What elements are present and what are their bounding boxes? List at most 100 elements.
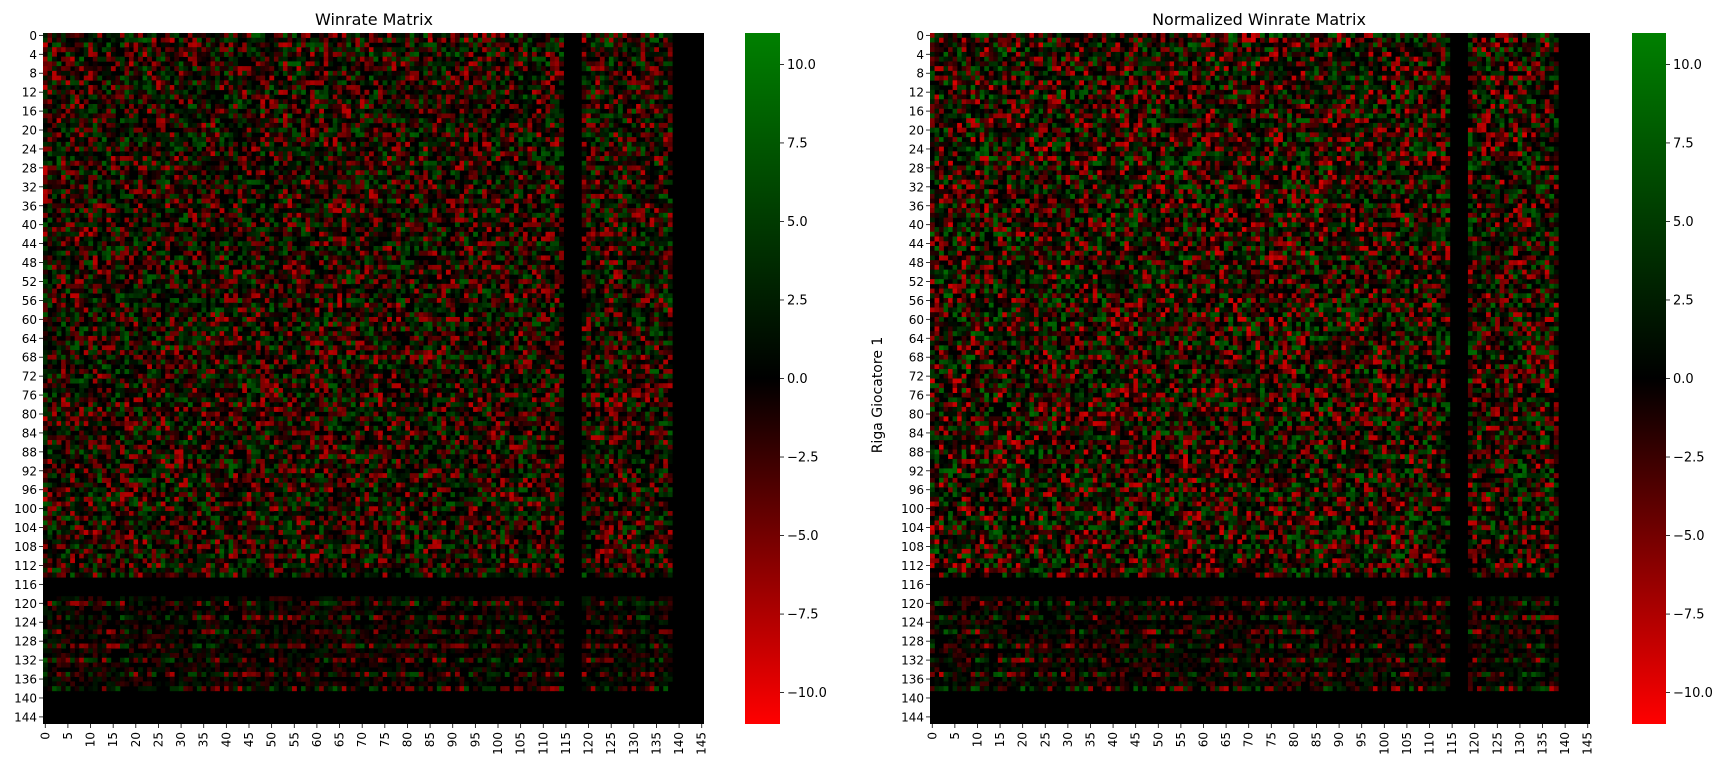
heatmap-cell [586, 193, 592, 199]
heatmap-cell [550, 42, 555, 48]
heatmap-cell [292, 103, 297, 110]
heatmap-cell [423, 151, 429, 157]
heatmap-cell [178, 222, 184, 228]
heatmap-cell [450, 165, 456, 171]
heatmap-cell [368, 203, 374, 209]
heatmap-cell [536, 94, 542, 100]
heatmap-cell [445, 56, 451, 62]
heatmap-cell [500, 217, 506, 223]
heatmap-cell [405, 227, 411, 233]
heatmap-cell [196, 146, 202, 152]
heatmap-cell [581, 193, 587, 199]
heatmap-cell [237, 80, 243, 86]
heatmap-cell [138, 33, 143, 39]
heatmap-cell [658, 61, 664, 67]
heatmap-cell [147, 37, 152, 43]
heatmap-cell [427, 160, 433, 166]
heatmap-cell [292, 227, 297, 233]
heatmap-cell [215, 212, 220, 218]
heatmap-cell [531, 118, 537, 124]
heatmap-cell [301, 198, 306, 204]
heatmap-cell [427, 236, 433, 242]
heatmap-cell [332, 156, 338, 162]
heatmap-cell [509, 227, 515, 233]
heatmap-cell [636, 179, 641, 185]
heatmap-cell [541, 151, 546, 157]
heatmap-cell [590, 170, 596, 176]
heatmap-cell [61, 212, 66, 218]
heatmap-cell [251, 227, 257, 233]
heatmap-cell [445, 151, 451, 157]
heatmap-cell [328, 127, 334, 133]
heatmap-cell [323, 103, 329, 110]
heatmap-cell [196, 170, 202, 176]
heatmap-cell [378, 227, 383, 233]
heatmap-cell [196, 184, 202, 190]
heatmap-cell [192, 156, 198, 162]
heatmap-cell [147, 42, 152, 48]
heatmap-cell [305, 113, 311, 119]
heatmap-cell [124, 170, 130, 176]
heatmap-cell [450, 170, 456, 176]
heatmap-cell [441, 51, 447, 57]
heatmap-cell [450, 203, 456, 209]
heatmap-cell [255, 250, 261, 256]
heatmap-cell [513, 103, 519, 110]
heatmap-cell [183, 108, 189, 114]
heatmap-cell [43, 189, 48, 195]
heatmap-cell [504, 165, 510, 171]
heatmap-cell [269, 236, 275, 242]
heatmap-cell [405, 132, 411, 138]
heatmap-cell [613, 245, 619, 252]
heatmap-cell [441, 61, 447, 67]
heatmap-cell [359, 51, 365, 57]
heatmap-cell [228, 141, 234, 147]
heatmap-cell [310, 156, 315, 162]
heatmap-cell [273, 208, 279, 214]
heatmap-cell [215, 56, 220, 62]
heatmap-cell [156, 160, 162, 166]
heatmap-cell [332, 193, 338, 199]
heatmap-cell [228, 42, 234, 48]
heatmap-cell [436, 165, 442, 171]
heatmap-cell [278, 103, 284, 110]
heatmap-cell [509, 165, 515, 171]
heatmap-cell [531, 184, 537, 190]
heatmap-cell [74, 70, 80, 76]
heatmap-cell [310, 51, 315, 57]
heatmap-cell [654, 66, 660, 72]
heatmap-cell [237, 184, 243, 190]
heatmap-cell [310, 174, 315, 181]
heatmap-cell [301, 208, 306, 214]
heatmap-cell [423, 33, 429, 39]
heatmap-cell [323, 137, 329, 143]
heatmap-cell [586, 66, 592, 72]
heatmap-cell [432, 66, 438, 72]
heatmap-cell [151, 231, 157, 237]
heatmap-cell [527, 70, 533, 76]
heatmap-cell [391, 193, 397, 199]
heatmap-cell [636, 51, 641, 57]
heatmap-cell [215, 132, 220, 138]
heatmap-cell [282, 113, 288, 119]
heatmap-cell [536, 75, 542, 81]
heatmap-cell [432, 75, 438, 81]
heatmap-cell [47, 99, 53, 105]
heatmap-cell [319, 122, 324, 128]
heatmap-cell [608, 212, 614, 218]
heatmap-cell [414, 103, 420, 110]
heatmap-cell [559, 165, 564, 171]
heatmap-cell [129, 56, 134, 62]
heatmap-cell [210, 203, 216, 209]
heatmap-cell [106, 203, 112, 209]
heatmap-cell [101, 66, 107, 72]
heatmap-cell [156, 151, 162, 157]
heatmap-cell [47, 189, 53, 195]
heatmap-cell [147, 160, 152, 166]
heatmap-cell [228, 146, 234, 152]
heatmap-cell [527, 241, 533, 247]
heatmap-cell [495, 193, 501, 199]
heatmap-cell [228, 51, 234, 57]
heatmap-cell [418, 208, 424, 214]
heatmap-cell [509, 236, 515, 242]
